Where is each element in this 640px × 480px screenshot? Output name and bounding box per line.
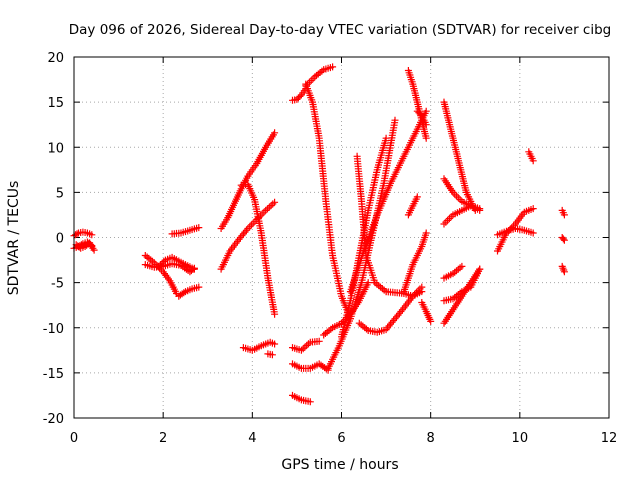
- series-t19: [289, 391, 314, 406]
- series-t16: [302, 80, 354, 323]
- series-t09: [217, 198, 279, 273]
- series-t26: [382, 288, 426, 300]
- series-t43: [558, 262, 568, 276]
- data-point-marks: [525, 148, 537, 165]
- series-t27: [418, 299, 435, 325]
- data-point-marks: [400, 229, 430, 296]
- series-t30: [413, 107, 430, 129]
- data-point-marks: [72, 239, 98, 254]
- x-tick-label: 4: [248, 431, 256, 446]
- y-tick-label: -15: [43, 367, 64, 382]
- data-point-marks: [155, 253, 198, 273]
- data-point-marks: [558, 262, 568, 276]
- series-t06: [155, 253, 198, 273]
- data-point-marks: [217, 198, 279, 273]
- y-axis-label: SDTVAR / TECUs: [6, 181, 22, 296]
- data-point-marks: [264, 350, 276, 359]
- data-point-marks: [175, 283, 203, 300]
- series-t37: [440, 265, 484, 327]
- x-tick-label: 2: [159, 431, 167, 446]
- x-tick-label: 10: [512, 431, 529, 446]
- y-tick-label: 0: [56, 232, 64, 247]
- x-tick-label: 8: [427, 431, 435, 446]
- data-point-marks: [302, 80, 354, 323]
- series-t42: [558, 234, 568, 244]
- data-point-marks: [494, 205, 537, 255]
- data-point-marks: [440, 202, 484, 228]
- data-point-marks: [413, 107, 430, 129]
- data-point-marks: [217, 129, 279, 232]
- data-point-marks: [289, 337, 323, 354]
- data-point-marks: [353, 152, 390, 296]
- series-t07: [175, 283, 203, 300]
- series-t24: [353, 152, 390, 296]
- data-point-marks: [440, 98, 479, 214]
- data-point-marks: [239, 338, 279, 354]
- series-t13: [264, 350, 276, 359]
- data-point-marks: [289, 391, 314, 406]
- axis-tick-labels: 0 2 4 6 8 10 12 -20 -15 -10 -5 0 5 10 15 20: [43, 51, 618, 446]
- series-t40: [525, 148, 537, 165]
- y-tick-label: 5: [56, 186, 64, 201]
- series-t28: [400, 229, 430, 296]
- y-tick-label: 15: [47, 96, 64, 111]
- plot-frame: [73, 56, 610, 419]
- series-t12: [239, 338, 279, 354]
- series-t32: [440, 98, 479, 214]
- series-t41: [558, 206, 568, 219]
- series-t11: [237, 180, 279, 318]
- data-point-marks: [558, 206, 568, 219]
- data-point-marks: [440, 262, 466, 282]
- series-t35: [440, 262, 466, 282]
- x-tick-label: 12: [601, 431, 618, 446]
- y-tick-label: -20: [43, 412, 64, 427]
- y-tick-label: 20: [47, 51, 64, 66]
- chart-title: Day 096 of 2026, Sidereal Day-to-day VTE…: [69, 22, 612, 38]
- x-axis-label: GPS time / hours: [281, 457, 398, 473]
- data-point-marks: [418, 299, 435, 325]
- y-tick-label: -10: [43, 322, 64, 337]
- data-point-marks: [440, 265, 484, 327]
- grid-lines: [74, 57, 609, 418]
- x-tick-label: 6: [337, 431, 345, 446]
- data-markers: [70, 63, 568, 406]
- y-tick-label: -5: [51, 277, 64, 292]
- x-tick-label: 0: [70, 431, 78, 446]
- series-t17: [289, 337, 323, 354]
- series-t34: [440, 202, 484, 228]
- series-t39: [494, 205, 537, 255]
- series-t03: [72, 239, 98, 254]
- data-point-marks: [558, 234, 568, 244]
- data-point-marks: [382, 288, 426, 300]
- series-t31: [404, 193, 421, 219]
- data-point-marks: [237, 180, 279, 318]
- series-t08: [168, 224, 203, 238]
- series-t10: [217, 129, 279, 232]
- data-point-marks: [168, 224, 203, 238]
- data-point-marks: [404, 193, 421, 219]
- y-tick-label: 10: [47, 141, 64, 156]
